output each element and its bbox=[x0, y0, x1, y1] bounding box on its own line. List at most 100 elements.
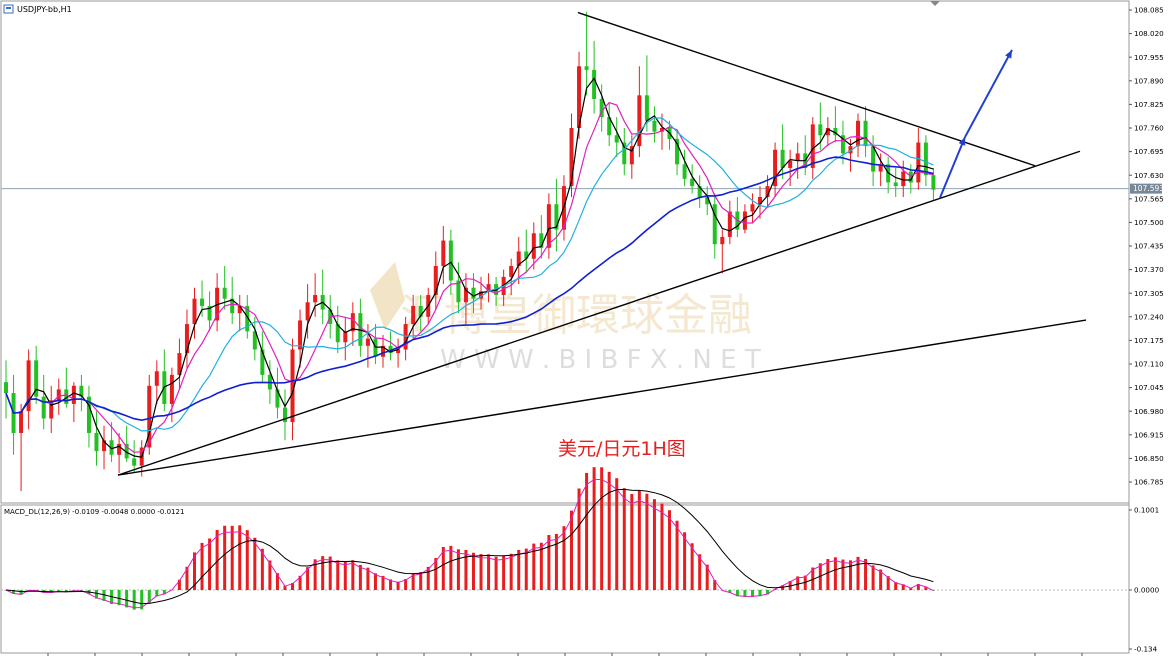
candle-body bbox=[788, 160, 793, 168]
candle-body bbox=[856, 120, 861, 147]
macd-histogram-bar bbox=[570, 510, 573, 590]
watermark: 汇博皇御環球金融 W W W . B I B F X . N E T bbox=[370, 262, 761, 375]
candle-body bbox=[41, 396, 46, 419]
candle-body bbox=[592, 69, 597, 99]
macd-histogram-bar bbox=[735, 590, 739, 597]
candle-body bbox=[245, 305, 250, 332]
macd-signal-line bbox=[5, 488, 934, 605]
current-price-value: 107.593 bbox=[1133, 184, 1164, 193]
symbol-label: USDJPY-bb,H1 bbox=[17, 5, 72, 14]
macd-histogram-bar bbox=[125, 590, 129, 608]
macd-histogram-bar bbox=[698, 554, 702, 590]
forecast-arrow-line[interactable] bbox=[964, 49, 1013, 138]
price-axis-label: 108.020 bbox=[1134, 29, 1164, 38]
macd-histogram-bar bbox=[841, 559, 845, 590]
price-axis-label: 106.850 bbox=[1134, 454, 1164, 463]
macd-histogram-bar bbox=[856, 556, 860, 590]
macd-histogram-bar bbox=[449, 545, 453, 590]
candle-body bbox=[147, 385, 152, 448]
macd-histogram-bar bbox=[358, 564, 362, 590]
price-axis-label: 107.630 bbox=[1134, 171, 1164, 180]
candle-body bbox=[750, 204, 755, 212]
macd-histogram-bar bbox=[547, 534, 551, 590]
trendline[interactable] bbox=[117, 150, 1081, 476]
candle-body bbox=[659, 128, 664, 132]
candle-body bbox=[411, 305, 416, 325]
macd-histogram-bar bbox=[766, 590, 770, 595]
candle-body bbox=[758, 196, 762, 205]
macd-histogram-bar bbox=[916, 583, 920, 590]
macd-histogram-bar bbox=[19, 590, 23, 595]
forecast-arrow-head-icon bbox=[958, 137, 966, 146]
macd-histogram-bar bbox=[441, 546, 445, 590]
candle-body bbox=[335, 324, 340, 343]
candle-body bbox=[260, 349, 265, 375]
macd-histogram-bar bbox=[275, 573, 279, 590]
forecast-arrow-line[interactable] bbox=[939, 136, 966, 199]
macd-histogram-bar bbox=[268, 560, 272, 590]
macd-histogram-bar bbox=[426, 566, 430, 590]
candle-body bbox=[441, 240, 446, 266]
candle-body bbox=[124, 443, 129, 459]
current-price-tag: 107.593 bbox=[1130, 183, 1164, 194]
macd-histogram-bar bbox=[200, 542, 204, 590]
candle-body bbox=[614, 135, 619, 143]
candle-body bbox=[252, 331, 257, 350]
candle-body bbox=[184, 324, 189, 354]
candle-body bbox=[388, 345, 393, 354]
candle-body bbox=[290, 349, 295, 423]
macd-histogram-bar bbox=[479, 554, 483, 590]
candle-body bbox=[109, 440, 114, 455]
candle-body bbox=[554, 204, 559, 230]
symbol-header: USDJPY-bb,H1 bbox=[3, 4, 72, 14]
macd-histogram-bar bbox=[132, 590, 136, 610]
candle-body bbox=[840, 135, 845, 154]
macd-histogram-bar bbox=[668, 510, 672, 590]
macd-histogram-bar bbox=[796, 576, 800, 590]
trendline[interactable] bbox=[577, 11, 1036, 167]
candle-body bbox=[871, 146, 876, 172]
macd-histogram-bar bbox=[434, 558, 438, 590]
watermark-logo-icon bbox=[370, 262, 405, 330]
macd-histogram-bar bbox=[879, 569, 883, 590]
macd-histogram-bar bbox=[577, 488, 581, 590]
trendline[interactable] bbox=[117, 319, 1087, 476]
macd-histogram-bar bbox=[215, 529, 219, 590]
candle-body bbox=[916, 142, 921, 183]
macd-histogram-bar bbox=[283, 585, 287, 590]
candle-body bbox=[154, 371, 159, 386]
macd-histogram-bar bbox=[894, 582, 898, 590]
macd-histogram-bar bbox=[524, 548, 528, 590]
price-axis-label: 107.370 bbox=[1134, 265, 1164, 274]
macd-axis-label: 0.0000 bbox=[1134, 586, 1160, 595]
candle-body bbox=[102, 440, 107, 452]
candle-body bbox=[4, 382, 8, 394]
price-axis-label: 107.045 bbox=[1134, 383, 1164, 392]
candle-body bbox=[49, 400, 54, 419]
macd-histogram-bar bbox=[238, 525, 242, 590]
candle-body bbox=[516, 251, 521, 266]
candle-body bbox=[848, 146, 853, 154]
candle-body bbox=[893, 182, 898, 187]
candle-body bbox=[697, 186, 702, 197]
candle-body bbox=[479, 291, 484, 299]
price-axis-label: 108.085 bbox=[1134, 6, 1164, 15]
price-axis-label: 106.980 bbox=[1134, 407, 1164, 416]
forecast-arrow-head-icon bbox=[1005, 49, 1012, 59]
candle-body bbox=[584, 66, 589, 70]
price-axis-label: 107.435 bbox=[1134, 242, 1164, 251]
macd-histogram-bar bbox=[637, 490, 641, 590]
candle-body bbox=[396, 349, 401, 354]
candle-body bbox=[795, 153, 800, 161]
macd-histogram-bar bbox=[223, 525, 227, 590]
macd-histogram-bar bbox=[675, 520, 679, 590]
candle-body bbox=[607, 117, 612, 136]
candle-body bbox=[539, 233, 544, 248]
price-axis-label: 107.240 bbox=[1134, 312, 1164, 321]
macd-histogram-bar bbox=[532, 543, 536, 590]
macd-histogram-bar bbox=[208, 538, 212, 590]
macd-histogram-bar bbox=[253, 537, 257, 590]
candle-body bbox=[629, 146, 634, 165]
price-panel-frame bbox=[0, 0, 1130, 504]
